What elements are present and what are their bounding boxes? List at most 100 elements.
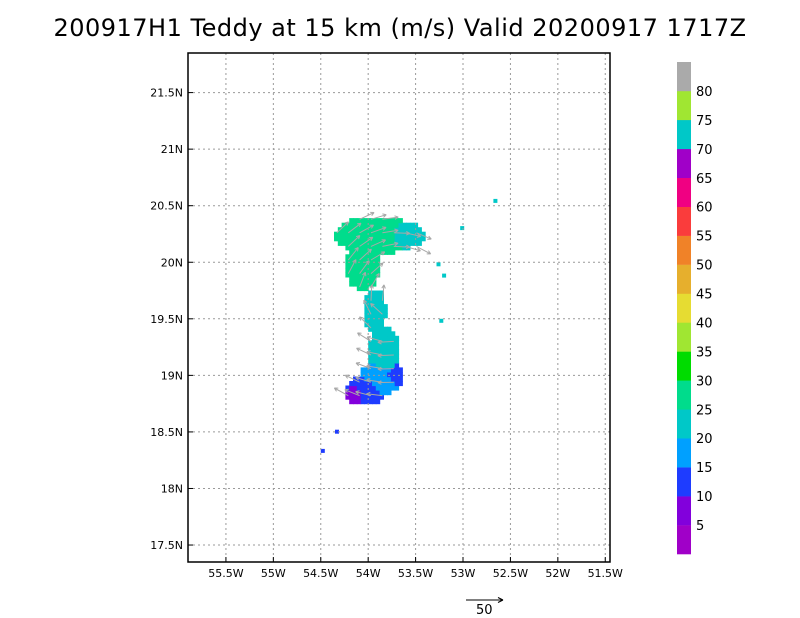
wind-cell bbox=[375, 304, 381, 310]
wind-cell bbox=[375, 236, 381, 242]
colorbar-label: 75 bbox=[696, 114, 713, 129]
wind-cell bbox=[349, 227, 354, 233]
colorbar-label: 45 bbox=[696, 288, 713, 303]
wind-cell bbox=[368, 385, 373, 391]
wind-cell bbox=[334, 231, 339, 237]
wind-cell bbox=[360, 249, 365, 255]
wind-cell bbox=[349, 258, 354, 264]
wind-cell bbox=[398, 231, 403, 237]
reference-vector: 50 bbox=[466, 597, 504, 618]
colorbar-label: 20 bbox=[696, 432, 713, 447]
colorbar-swatch bbox=[677, 467, 691, 497]
wind-cell bbox=[383, 381, 388, 387]
wind-cell bbox=[383, 231, 388, 237]
wind-cell bbox=[390, 344, 396, 350]
wind-cell bbox=[353, 222, 358, 228]
wind-cell bbox=[398, 245, 403, 251]
wind-cell bbox=[353, 267, 358, 273]
wind-cell bbox=[368, 263, 373, 269]
wind-vector bbox=[382, 241, 399, 247]
wind-cell bbox=[364, 245, 369, 251]
wind-cell bbox=[379, 344, 384, 350]
wind-cell bbox=[398, 218, 403, 224]
wind-cell bbox=[368, 353, 373, 359]
wind-cell bbox=[398, 367, 403, 373]
wind-cell bbox=[368, 272, 373, 278]
wind-cell bbox=[387, 240, 392, 246]
wind-cell bbox=[394, 367, 400, 373]
wind-cell bbox=[360, 381, 365, 387]
colorbar-label: 30 bbox=[696, 374, 713, 389]
wind-cell bbox=[375, 358, 381, 364]
wind-cell bbox=[383, 358, 388, 364]
wind-cell bbox=[356, 218, 362, 224]
wind-cell bbox=[345, 227, 350, 233]
wind-cell bbox=[345, 245, 350, 251]
wind-cell bbox=[341, 240, 346, 246]
wind-cell bbox=[372, 317, 377, 323]
wind-cell bbox=[387, 376, 392, 382]
wind-cell bbox=[372, 231, 377, 237]
wind-cell bbox=[379, 358, 384, 364]
wind-cell bbox=[417, 227, 422, 233]
wind-cell bbox=[368, 394, 373, 400]
wind-cell bbox=[413, 222, 419, 228]
wind-cell bbox=[394, 376, 400, 382]
wind-cell bbox=[375, 218, 381, 224]
wind-vector bbox=[359, 248, 372, 261]
colorbar-swatch bbox=[677, 322, 691, 352]
wind-cell bbox=[368, 362, 373, 368]
wind-cell bbox=[368, 295, 373, 301]
colorbar-swatch bbox=[677, 525, 691, 555]
wind-cell bbox=[402, 240, 407, 246]
wind-cell bbox=[406, 236, 411, 242]
wind-cell bbox=[356, 376, 362, 382]
wind-cell bbox=[387, 372, 392, 378]
wind-cell bbox=[409, 222, 415, 228]
wind-cell bbox=[372, 254, 377, 260]
wind-cell bbox=[394, 245, 400, 251]
colorbar-swatch bbox=[677, 409, 691, 439]
wind-cell bbox=[372, 245, 377, 251]
wind-cell bbox=[379, 376, 384, 382]
wind-cell bbox=[379, 353, 384, 359]
wind-cell bbox=[409, 236, 415, 242]
wind-cell bbox=[375, 249, 381, 255]
wind-cell bbox=[364, 372, 369, 378]
wind-cell bbox=[364, 304, 369, 310]
wind-cell bbox=[372, 258, 377, 264]
wind-cell bbox=[379, 367, 384, 373]
wind-cell bbox=[394, 236, 400, 242]
wind-cell bbox=[368, 258, 373, 264]
wind-cell bbox=[356, 399, 362, 405]
wind-cell bbox=[390, 340, 396, 346]
wind-cell bbox=[349, 236, 354, 242]
wind-cell bbox=[356, 277, 362, 283]
wind-cell bbox=[353, 240, 358, 246]
wind-cell bbox=[372, 218, 377, 224]
wind-cell bbox=[379, 317, 384, 323]
wind-cell bbox=[372, 394, 377, 400]
wind-cell bbox=[387, 218, 392, 224]
x-tick-label: 51.5W bbox=[588, 567, 623, 580]
wind-cell bbox=[356, 227, 362, 233]
wind-cell bbox=[372, 399, 377, 405]
reference-vector-arrowhead bbox=[497, 597, 504, 603]
wind-cell bbox=[394, 362, 400, 368]
wind-cell bbox=[349, 385, 354, 391]
wind-cell bbox=[383, 331, 388, 337]
wind-cell bbox=[368, 227, 373, 233]
wind-cell bbox=[375, 254, 381, 260]
wind-vector bbox=[416, 245, 432, 255]
wind-cell bbox=[360, 390, 365, 396]
wind-cell bbox=[375, 344, 381, 350]
wind-cell bbox=[375, 263, 381, 269]
wind-cell bbox=[387, 367, 392, 373]
x-tick-label: 52.5W bbox=[493, 567, 528, 580]
wind-cell bbox=[390, 358, 396, 364]
wind-cell bbox=[368, 281, 373, 287]
wind-cell bbox=[375, 331, 381, 337]
wind-cell bbox=[360, 245, 365, 251]
colorbar-label: 70 bbox=[696, 143, 713, 158]
wind-cell bbox=[398, 381, 403, 387]
